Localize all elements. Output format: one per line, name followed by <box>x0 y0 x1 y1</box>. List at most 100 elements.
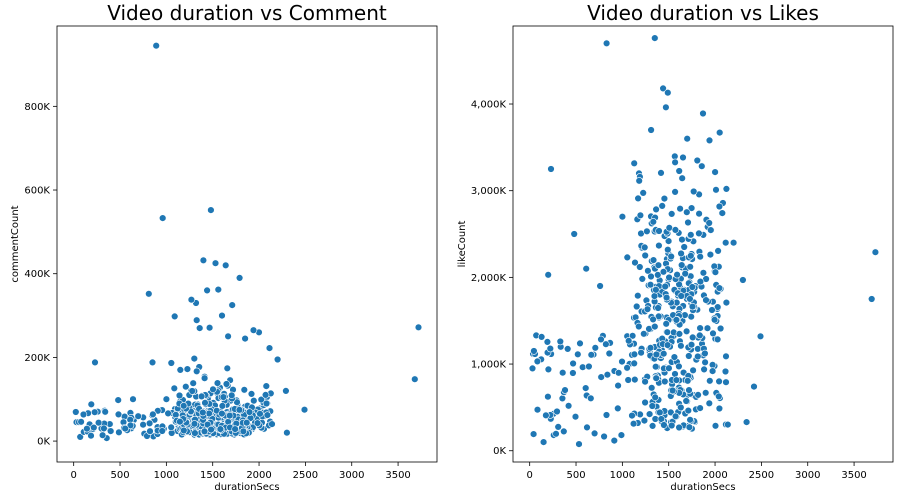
data-point <box>654 312 663 321</box>
data-point <box>673 271 681 279</box>
data-point <box>596 282 604 290</box>
data-point <box>663 328 671 336</box>
data-point <box>583 423 591 432</box>
data-point <box>701 389 710 397</box>
x-tick-label: 2500 <box>293 470 318 481</box>
data-point <box>558 394 567 403</box>
data-point <box>72 408 80 416</box>
data-point <box>159 214 167 222</box>
data-point <box>708 361 717 369</box>
data-point <box>708 367 717 375</box>
data-point <box>655 241 663 250</box>
data-point <box>713 303 722 311</box>
data-point <box>651 322 659 331</box>
y-tick-label: 0K <box>37 437 50 448</box>
data-point <box>614 369 623 377</box>
y-ticks: 0K 1,000K 2,000K 3,000K 4,000K <box>471 100 513 457</box>
x-tick-label: 3000 <box>795 470 820 481</box>
data-point <box>635 322 643 331</box>
data-point <box>203 286 211 295</box>
data-point <box>705 136 714 145</box>
data-point <box>706 377 714 385</box>
x-tick-label: 3000 <box>339 470 364 481</box>
data-point <box>77 418 85 426</box>
data-point <box>528 364 537 373</box>
data-point <box>662 103 670 112</box>
data-point <box>283 429 291 437</box>
data-point <box>638 275 646 283</box>
data-point <box>533 357 542 366</box>
data-point <box>629 420 638 428</box>
data-point <box>654 271 662 279</box>
data-point <box>250 397 258 405</box>
data-point <box>681 270 689 278</box>
data-point <box>193 367 201 375</box>
data-point <box>222 261 230 269</box>
data-point <box>676 205 684 213</box>
data-point <box>544 393 552 401</box>
x-tick-label: 0 <box>526 470 532 481</box>
data-point <box>652 205 660 214</box>
data-point <box>145 290 153 298</box>
y-axis-label: commentCount <box>10 205 21 282</box>
data-point <box>624 376 632 384</box>
x-tick-label: 2000 <box>246 470 271 481</box>
data-point <box>268 420 276 428</box>
data-point <box>582 265 590 273</box>
data-point <box>635 177 643 185</box>
data-point <box>94 419 103 427</box>
data-point <box>640 243 649 252</box>
data-point <box>543 338 552 346</box>
data-point <box>180 402 188 410</box>
data-point <box>176 418 184 426</box>
data-point <box>641 398 649 407</box>
data-point <box>191 429 199 437</box>
data-point <box>683 135 691 143</box>
data-point <box>707 226 715 234</box>
data-point <box>167 359 176 367</box>
data-point <box>651 363 660 371</box>
data-point <box>213 379 222 387</box>
data-point <box>282 387 290 395</box>
data-point <box>570 230 578 238</box>
y-tick-label: 1,000K <box>471 360 507 371</box>
data-point <box>211 259 220 267</box>
data-point <box>171 312 179 321</box>
x-tick-label: 500 <box>566 470 585 481</box>
data-point <box>558 369 567 377</box>
data-point <box>90 423 98 432</box>
data-point <box>614 381 622 390</box>
data-point <box>544 271 552 279</box>
data-point <box>273 355 282 364</box>
data-point <box>677 249 685 258</box>
data-point <box>563 345 572 353</box>
data-point <box>597 335 605 344</box>
data-point <box>196 324 204 332</box>
data-point <box>663 341 672 349</box>
data-point <box>867 295 876 303</box>
data-point <box>660 194 669 203</box>
data-point <box>167 423 175 431</box>
data-point <box>634 194 642 203</box>
data-point <box>602 340 610 348</box>
data-point <box>214 285 223 294</box>
data-point <box>257 395 265 404</box>
data-point <box>574 350 582 358</box>
data-point <box>219 393 228 401</box>
data-point <box>662 293 671 302</box>
data-point <box>640 330 648 338</box>
data-point <box>705 219 713 227</box>
data-point <box>641 378 649 386</box>
data-point <box>710 316 719 324</box>
data-point <box>721 239 730 247</box>
data-point <box>200 427 209 436</box>
data-point <box>530 347 538 355</box>
data-point <box>637 349 645 357</box>
data-point <box>228 391 236 399</box>
data-point <box>245 408 254 416</box>
data-point <box>623 253 631 262</box>
data-point <box>547 165 555 173</box>
data-point <box>114 396 122 404</box>
data-point <box>552 430 560 438</box>
